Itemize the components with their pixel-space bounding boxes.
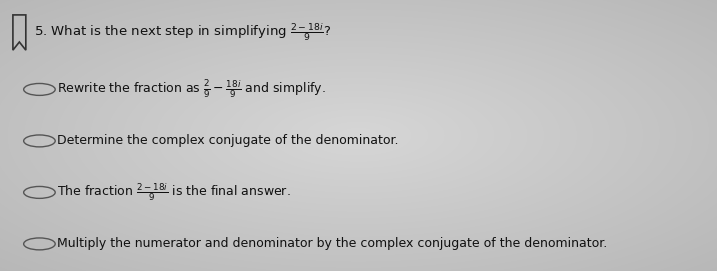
- Text: Rewrite the fraction as $\frac{2}{9} - \frac{18i}{9}$ and simplify.: Rewrite the fraction as $\frac{2}{9} - \…: [57, 79, 326, 100]
- Text: The fraction $\frac{2-18i}{9}$ is the final answer.: The fraction $\frac{2-18i}{9}$ is the fi…: [57, 182, 291, 203]
- Text: 5. What is the next step in simplifying $\frac{2-18i}{9}$?: 5. What is the next step in simplifying …: [34, 22, 332, 43]
- Text: Multiply the numerator and denominator by the complex conjugate of the denominat: Multiply the numerator and denominator b…: [57, 237, 607, 250]
- Text: Determine the complex conjugate of the denominator.: Determine the complex conjugate of the d…: [57, 134, 399, 147]
